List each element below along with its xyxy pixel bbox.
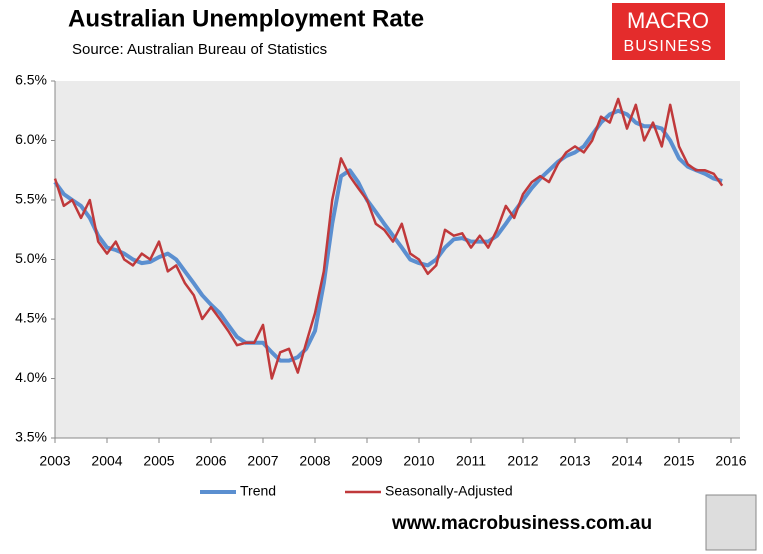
logo-text: BUSINESS [624, 38, 713, 55]
y-tick-label: 3.5% [15, 429, 47, 445]
x-tick-label: 2010 [403, 453, 434, 469]
wolf-icon [705, 494, 757, 551]
x-tick-label: 2008 [299, 453, 330, 469]
chart-subtitle: Source: Australian Bureau of Statistics [72, 41, 327, 58]
x-tick-label: 2013 [559, 453, 590, 469]
logo-text: MACRO [627, 8, 709, 33]
x-tick-label: 2004 [91, 453, 122, 469]
chart-title: Australian Unemployment Rate [68, 5, 424, 32]
x-tick-label: 2007 [247, 453, 278, 469]
legend-label: Trend [240, 483, 276, 499]
footer: www.macrobusiness.com.au [391, 513, 652, 534]
y-tick-label: 4.5% [15, 310, 47, 326]
y-tick-label: 4.0% [15, 369, 47, 385]
x-tick-label: 2009 [351, 453, 382, 469]
x-tick-label: 2016 [715, 453, 746, 469]
y-tick-label: 6.0% [15, 131, 47, 147]
y-tick-label: 5.0% [15, 250, 47, 266]
series-line [53, 108, 723, 363]
x-tick-label: 2012 [507, 453, 538, 469]
x-tick-label: 2003 [39, 453, 70, 469]
x-tick-label: 2011 [456, 453, 486, 469]
x-tick-label: 2005 [143, 453, 174, 469]
y-tick-label: 6.5% [15, 72, 47, 88]
series-line [53, 97, 724, 380]
plot-background [55, 81, 740, 438]
legend-label: Seasonally-Adjusted [385, 483, 513, 499]
x-tick-label: 2015 [663, 453, 694, 469]
x-tick-label: 2006 [195, 453, 226, 469]
x-tick-label: 2014 [611, 453, 642, 469]
y-tick-label: 5.5% [15, 191, 47, 207]
logo-box [612, 3, 725, 60]
